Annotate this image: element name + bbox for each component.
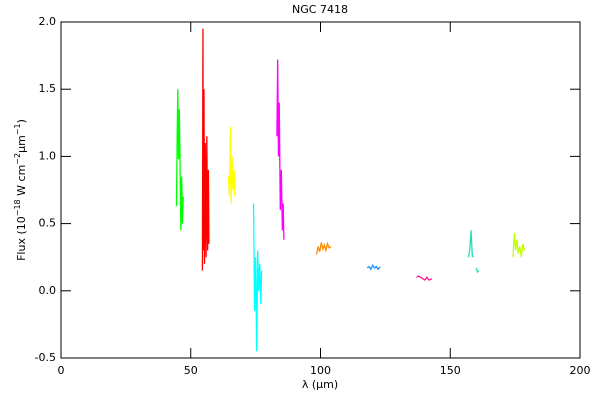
- x-tick-label: 50: [184, 364, 198, 377]
- spectrum-line: [315, 241, 332, 255]
- chart-title: NGC 7418: [292, 3, 348, 16]
- y-label-superscript: −18: [13, 199, 22, 216]
- y-tick-label: 1.5: [39, 82, 57, 95]
- y-label-text: ): [15, 119, 28, 123]
- spectrum-line: [512, 232, 526, 258]
- y-tick-label: 1.0: [39, 149, 57, 162]
- y-tick-label: 0.5: [39, 217, 57, 230]
- spectrum-line: [252, 203, 263, 352]
- y-label-text: W cm: [15, 165, 28, 200]
- spectrum-line: [175, 89, 184, 231]
- spectrum-line: [227, 126, 236, 204]
- spectrum-line: [366, 263, 381, 271]
- x-tick-label: 0: [58, 364, 65, 377]
- spectrum-line: [416, 275, 433, 281]
- spectrum-line: [201, 28, 210, 271]
- x-tick-label: 100: [310, 364, 331, 377]
- y-label-text: μm: [15, 135, 28, 153]
- spectrum-line: [276, 59, 285, 240]
- y-label-superscript: −1: [13, 123, 22, 135]
- y-tick-label: 0.0: [39, 284, 57, 297]
- y-tick-label: -0.5: [35, 351, 56, 364]
- spectrum-line: [467, 230, 480, 274]
- plot-frame: [60, 21, 581, 359]
- x-tick-label: 150: [440, 364, 461, 377]
- y-label-text: Flux (10: [15, 216, 28, 261]
- y-label-superscript: −2: [13, 153, 22, 165]
- x-tick-label: 200: [570, 364, 591, 377]
- y-tick-label: 2.0: [39, 15, 57, 28]
- y-axis-label: Flux (10−18 W cm−2μm−1): [13, 119, 28, 261]
- x-axis-label: λ (μm): [302, 378, 338, 391]
